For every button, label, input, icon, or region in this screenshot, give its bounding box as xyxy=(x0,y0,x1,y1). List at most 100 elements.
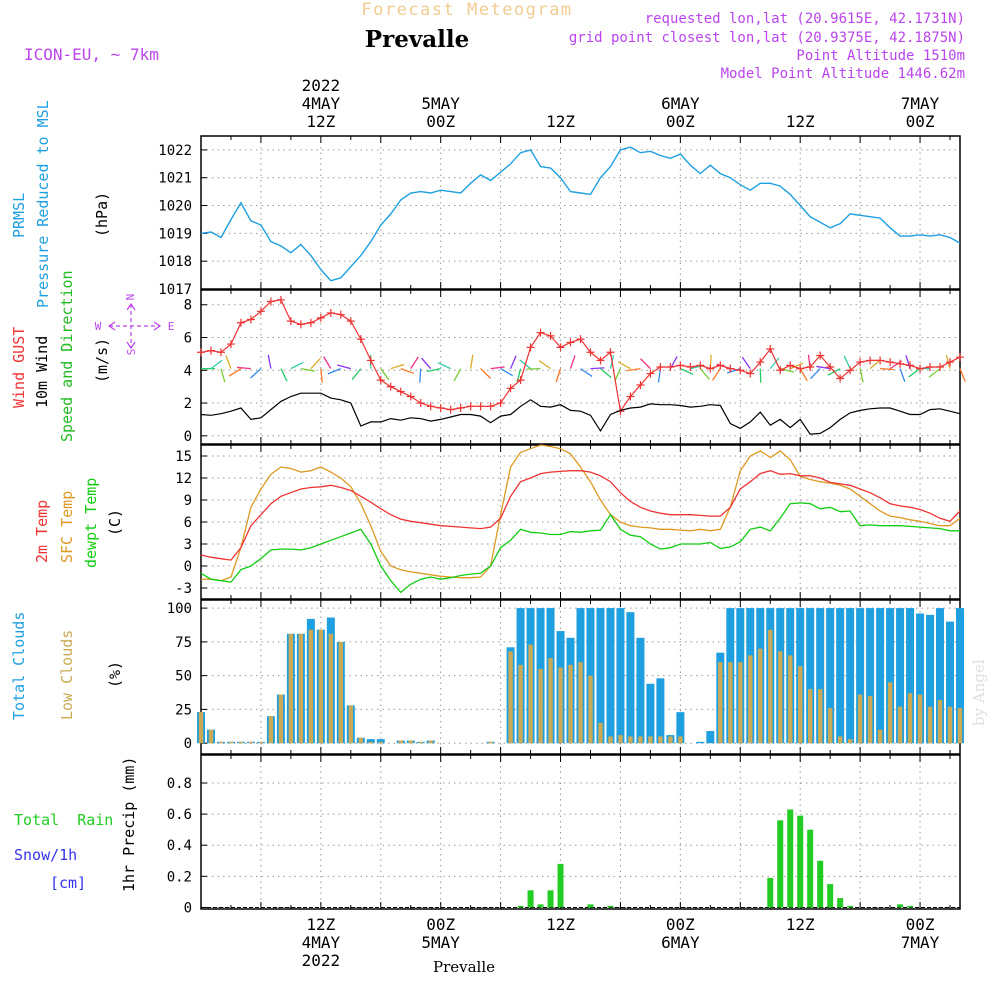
panel-frame xyxy=(200,754,961,910)
wind-direction-arrow xyxy=(590,367,605,370)
wind-direction-arrow xyxy=(600,368,612,379)
wind-direction-arrow xyxy=(323,356,332,369)
precip-panel: 0 0.2 0.4 0.6 0.8 xyxy=(167,754,961,916)
wind-direction-arrow xyxy=(880,367,895,371)
series-10m-wind xyxy=(200,392,961,435)
cloud-low-bar xyxy=(778,651,783,744)
temp-label-dewpt: dewpt Temp xyxy=(82,478,100,568)
pressure-label-prmsl: PRMSL xyxy=(10,193,28,238)
y-tick-label: 0.4 xyxy=(167,838,192,854)
rain-bar xyxy=(547,890,554,908)
gust-marker xyxy=(316,313,325,322)
wind-unit: (m/s) xyxy=(93,338,111,383)
pressure-panel: 1017 1018 1019 1020 1021 1022 xyxy=(158,135,961,298)
wind-direction-arrow xyxy=(899,368,906,383)
cloud-total-bar xyxy=(646,683,655,744)
gust-marker xyxy=(786,361,795,370)
y-tick-label: 0 xyxy=(184,559,192,575)
wind-direction-arrow xyxy=(250,368,262,379)
wind-direction-arrow xyxy=(437,362,451,370)
cloud-total-bar xyxy=(816,608,825,744)
gust-marker xyxy=(556,343,565,352)
series-gust xyxy=(200,299,961,413)
panel-frame xyxy=(200,289,961,445)
series-dewpt-temp xyxy=(200,502,960,594)
time-axis-label: 4MAY xyxy=(302,94,341,113)
model-altitude: Model Point Altitude 1446.62m xyxy=(721,66,965,82)
cloud-low-bar xyxy=(917,694,923,744)
gust-marker xyxy=(256,307,265,316)
location-title: Prevalle xyxy=(365,26,469,53)
cloud-low-bar xyxy=(618,735,623,744)
cloud-low-bar xyxy=(218,741,224,744)
gust-marker xyxy=(216,348,225,357)
y-tick-label: 0 xyxy=(184,736,192,752)
y-tick-label: 12 xyxy=(175,471,192,487)
pressure-unit: (hPa) xyxy=(93,192,111,237)
gust-marker xyxy=(806,363,815,371)
cloud-low-bar xyxy=(398,740,403,744)
wind-direction-arrow xyxy=(453,368,462,382)
cloud-low-bar xyxy=(568,664,573,744)
gust-marker xyxy=(856,358,865,367)
rain-bar xyxy=(907,905,914,908)
wind-direction-arrow xyxy=(390,363,405,370)
y-tick-label: 15 xyxy=(175,449,192,465)
gust-marker xyxy=(766,344,775,353)
cloud-low-bar xyxy=(378,741,383,744)
gust-marker xyxy=(456,403,465,412)
time-axis-label: 2022 xyxy=(302,951,341,970)
y-tick-label: 50 xyxy=(175,669,192,685)
cloud-low-bar xyxy=(897,706,903,744)
compass-west: W xyxy=(95,320,102,333)
requested-coords: requested lon,lat (20.9615E, 42.1731N) xyxy=(645,11,965,27)
wind-label-10m: 10m Wind xyxy=(33,336,51,408)
time-axis-label: 7MAY xyxy=(901,94,940,113)
y-tick-label: 6 xyxy=(184,331,192,347)
gust-marker xyxy=(356,335,365,344)
precip-label: 1hr Precip (mm) xyxy=(120,757,138,892)
cloud-low-bar xyxy=(808,689,813,744)
time-axis-label: 00Z xyxy=(426,915,455,934)
cloud-low-bar xyxy=(338,641,344,744)
rain-bar xyxy=(517,905,524,908)
cloud-total-bar xyxy=(626,612,635,744)
precip-legend-cm: [cm] xyxy=(50,874,86,892)
wind-direction-arrow xyxy=(421,357,432,370)
gust-marker xyxy=(386,382,395,391)
cloud-total-bar xyxy=(936,608,945,744)
y-tick-label: 1022 xyxy=(158,143,192,159)
gust-marker xyxy=(576,335,585,344)
wind-direction-arrow xyxy=(490,366,505,370)
gust-marker xyxy=(197,348,205,357)
cloud-total-bar xyxy=(636,637,645,744)
cloud-low-bar xyxy=(937,699,943,744)
cloud-low-bar xyxy=(758,648,763,744)
gust-marker xyxy=(726,364,735,373)
cloud-total-bar xyxy=(806,608,815,744)
wind-direction-arrow xyxy=(300,367,315,372)
gust-marker xyxy=(526,343,535,352)
gust-marker xyxy=(376,376,385,385)
y-tick-label: 1020 xyxy=(158,199,192,215)
wind-direction-arrow xyxy=(799,368,808,382)
y-tick-label: 0.2 xyxy=(167,869,192,885)
cloud-total-bar xyxy=(596,608,605,744)
cloud-low-bar xyxy=(578,662,583,744)
series-sfc-temp xyxy=(201,444,961,582)
gust-marker xyxy=(446,405,455,414)
model-label: ICON-EU, ~ 7km xyxy=(24,45,159,64)
time-axis-label: 12Z xyxy=(786,112,815,131)
cloud-low-bar xyxy=(768,629,773,744)
cloud-low-bar xyxy=(738,662,743,744)
gust-marker xyxy=(776,366,785,375)
gust-marker xyxy=(906,361,915,370)
temperature-panel: -3 0 3 6 9 12 15 xyxy=(175,444,961,600)
pressure-labels: PRMSL Pressure Reduced to MSL (hPa) xyxy=(10,100,111,308)
wind-direction-arrow xyxy=(400,368,415,375)
time-axis-label: 00Z xyxy=(666,112,695,131)
cloud-total-bar xyxy=(876,608,885,744)
cloud-total-bar xyxy=(826,608,835,744)
wind-direction-arrow xyxy=(310,357,321,370)
